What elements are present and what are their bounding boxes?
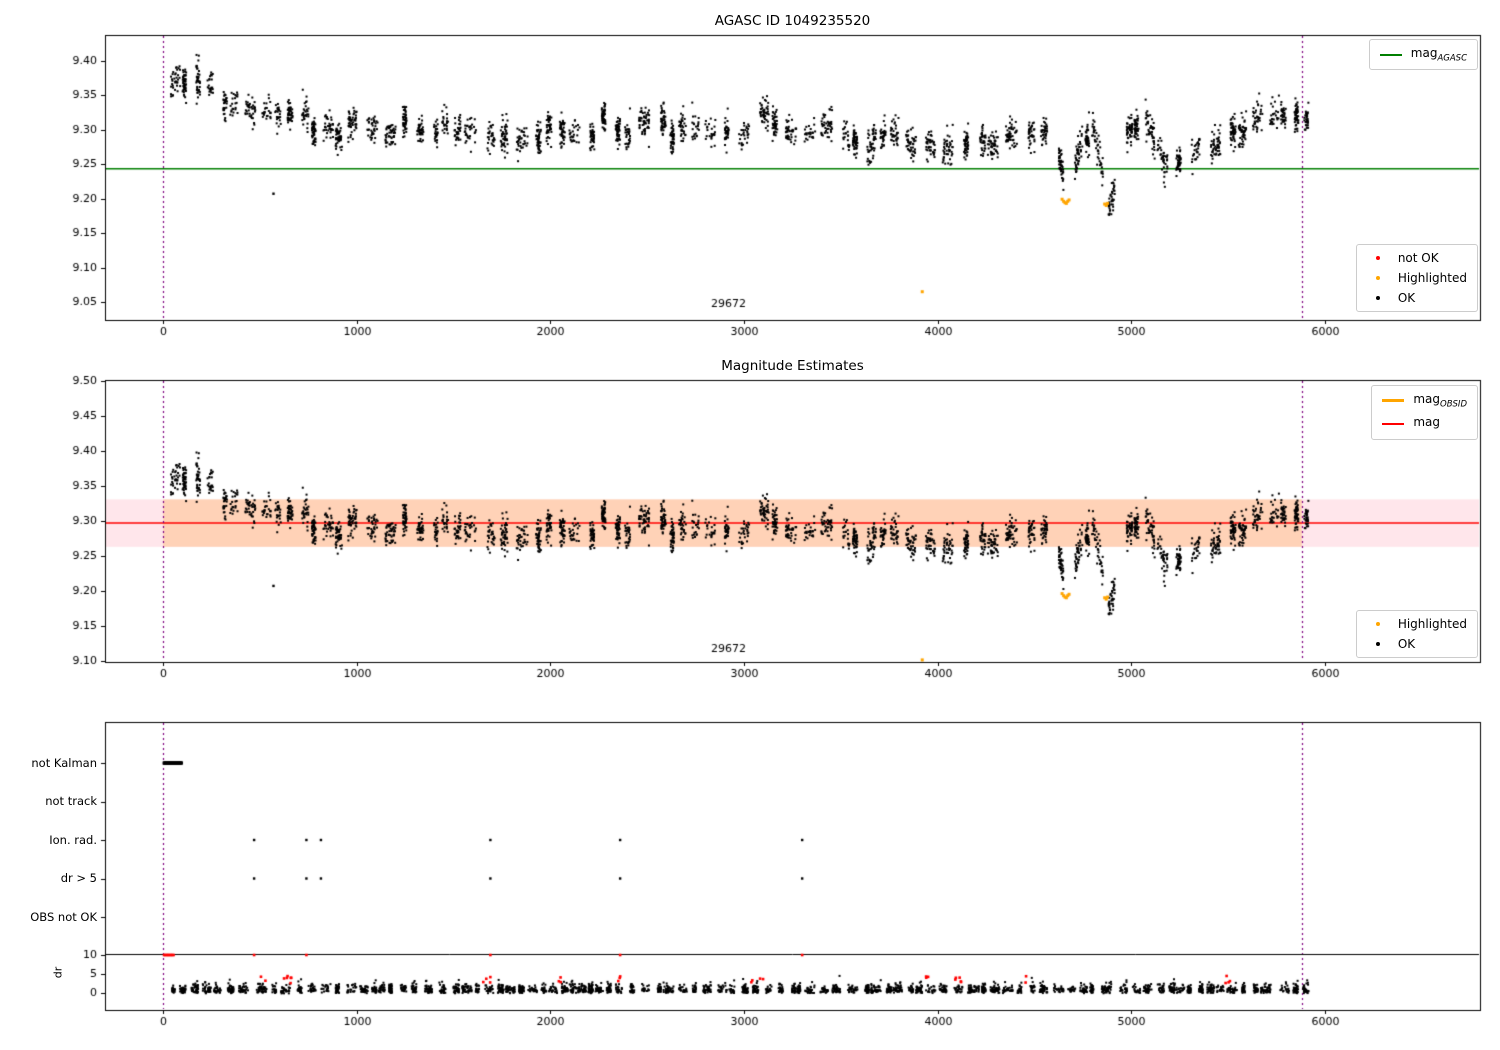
legend-item-highlighted: Highlighted [1367,271,1467,285]
label-prefix: mag [1410,46,1438,60]
legend-item-label: Highlighted [1397,617,1467,631]
flag-row-label-not-kalman: not Kalman [31,756,97,770]
dot-swatch [1375,622,1380,626]
legend-point-status: not OK Highlighted OK [1355,244,1478,312]
legend-item-mag-obsid: magOBSID [1382,392,1467,409]
legend-item-label: OK [1397,291,1416,305]
dr-axis-label: dr [51,966,65,979]
legend-mag-lines: magOBSID mag [1371,385,1478,440]
legend-item-label: OK [1397,637,1416,651]
mag-agasc-line-icon [1379,53,1402,56]
ok-dot-icon [1367,294,1389,302]
flag-row-label-ion-rad: Ion. rad. [49,833,97,847]
legend-item-ok: OK [1367,291,1467,305]
legend-mag-label: mag [1413,415,1440,432]
legend-mag-agasc-label: magAGASC [1411,46,1467,63]
label-subscript: AGASC [1437,53,1467,64]
panel1-title: AGASC ID 1049235520 [714,13,871,29]
legend-mag-agasc: magAGASC [1368,39,1478,71]
flag-row-label-dr-gt-5: dr > 5 [60,871,97,885]
not-ok-dot-icon [1367,254,1389,262]
legend-item-ok: OK [1367,637,1467,651]
dot-swatch [1375,642,1380,646]
flag-row-label-obs-not-ok: OBS not OK [30,910,97,924]
panel2-title: Magnitude Estimates [721,358,864,374]
legend-item-mag-agasc: magAGASC [1379,46,1467,63]
highlighted-dot-icon [1367,620,1389,628]
label-prefix: mag [1413,415,1441,430]
legend-item-label: not OK [1397,251,1439,265]
label-subscript: OBSID [1440,399,1467,410]
ok-dot-icon [1367,640,1389,648]
legend-item-highlighted: Highlighted [1367,617,1467,631]
highlighted-dot-icon [1367,274,1389,282]
dot-swatch [1375,256,1380,260]
legend-item-not-ok: not OK [1367,251,1467,265]
mag-line-icon [1382,423,1405,426]
legend-item-mag: mag [1382,415,1467,432]
flag-row-label-not-track: not track [45,794,97,808]
label-prefix: mag [1413,392,1441,406]
dot-swatch [1375,276,1380,280]
mag-obsid-line-icon [1382,399,1405,403]
legend-mag-obsid-label: magOBSID [1413,392,1467,409]
dot-swatch [1375,296,1380,300]
legend-point-status-2: Highlighted OK [1355,610,1478,658]
legend-item-label: Highlighted [1397,271,1467,285]
